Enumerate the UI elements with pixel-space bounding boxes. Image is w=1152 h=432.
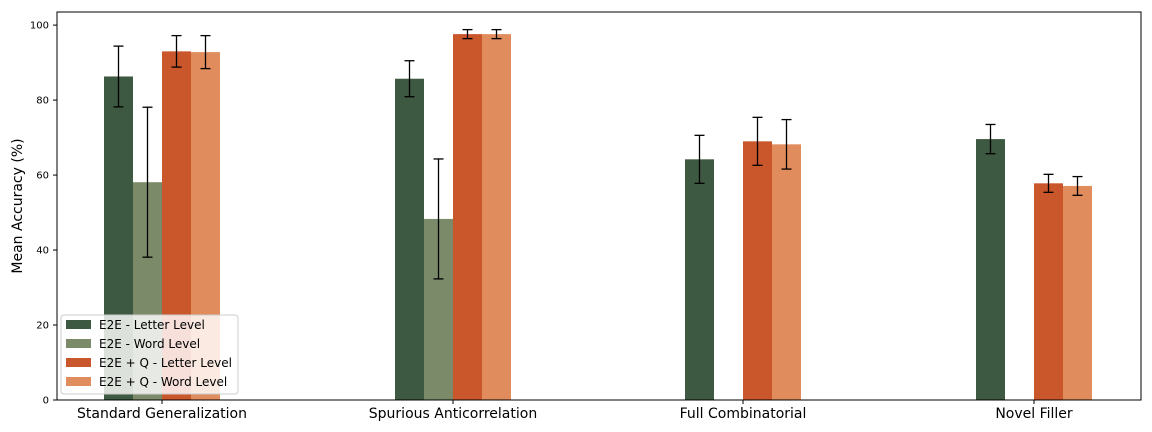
bar [772,144,801,400]
y-axis: 0 20 40 60 80 100 [30,21,57,407]
legend-box [60,314,239,395]
x-tick-label: Spurious Anticorrelation [369,406,537,422]
error-bar [433,158,444,280]
legend-item: E2E - Word Level [66,337,200,351]
y-tick-label: 40 [36,246,49,257]
legend-label: E2E - Word Level [99,337,200,351]
bar [743,141,772,401]
legend-item: E2E - Letter Level [66,318,205,332]
plot-area-frame [56,11,1142,401]
error-bar [752,116,763,166]
error-bar [1072,175,1083,196]
error-bar [491,28,502,40]
legend-swatch [66,339,91,348]
bar [453,34,482,401]
legend-item: E2E + Q - Word Level [66,375,227,389]
legend-swatch [66,320,91,329]
legend-label: E2E + Q - Word Level [99,375,227,389]
x-tick-label: Standard Generalization [77,406,247,422]
legend-item: E2E + Q - Letter Level [66,356,232,370]
x-axis: Standard Generalization Spurious Anticorr… [77,400,1073,422]
error-bar [113,45,124,108]
legend-label: E2E - Letter Level [99,318,205,332]
y-tick-label: 80 [36,96,49,107]
bar [685,159,714,400]
bar [1034,183,1063,400]
y-tick-label: 60 [36,171,49,182]
error-bar [142,106,153,258]
error-bars-layer [113,28,1083,280]
legend: E2E - Letter Level E2E - Word Level E2E + … [60,314,239,395]
error-bar [200,34,211,70]
bars-layer [104,34,1092,401]
error-bar [171,34,182,68]
y-tick-label: 0 [43,396,49,407]
error-bar [1043,173,1054,193]
bar [976,139,1005,401]
bar [482,34,511,401]
bar [395,78,424,400]
y-tick-label: 100 [30,21,49,32]
x-tick-label: Full Combinatorial [680,406,807,422]
bar [1063,185,1092,400]
y-axis-title: Mean Accuracy (%) [10,138,26,273]
y-tick-label: 20 [36,321,49,332]
error-bar [985,123,996,155]
x-tick-label: Novel Filler [995,406,1073,422]
error-bar [462,28,473,40]
legend-label: E2E + Q - Letter Level [99,356,232,370]
error-bar [404,60,415,98]
legend-swatch [66,358,91,367]
error-bar [694,134,705,184]
error-bar [781,118,792,170]
legend-swatch [66,377,91,386]
